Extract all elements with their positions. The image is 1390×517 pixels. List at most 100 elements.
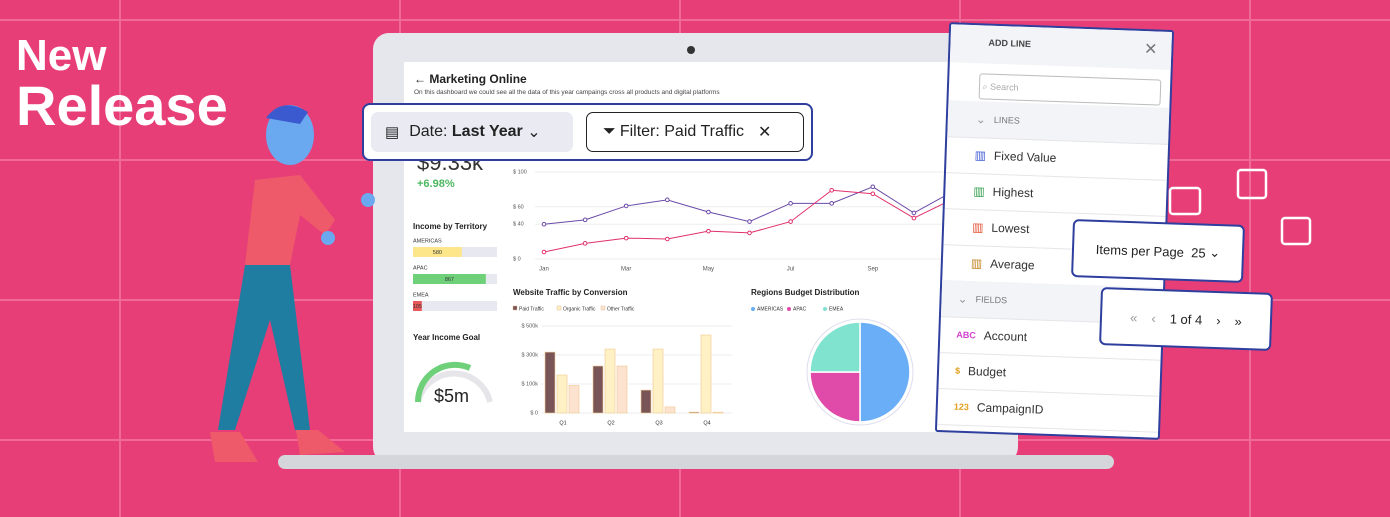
territory-name: APAC [413,265,428,271]
bar [640,389,652,414]
header-text: LINES [993,114,1021,126]
x-tick-label: Q4 [703,420,710,426]
pager-text: 1 of 4 [1169,310,1203,328]
y-tick-label: $ 100 [513,169,527,175]
territory-bar [413,274,486,284]
line-point [541,221,547,227]
bar [700,334,712,414]
territory-bar [413,301,422,311]
header-text: FIELDS [975,294,1008,306]
field-name: Budget [967,364,1007,380]
line-point [665,236,670,242]
line-name: Highest [992,184,1034,201]
bar [592,365,604,414]
section-title: Year Income Goal [413,333,481,342]
legend-swatch [751,307,755,311]
line-point [788,201,793,206]
bar [616,365,628,414]
x-tick-label: Q1 [559,420,566,426]
toolbar: ▤ Date: Last Year ⌄ ⏷ Filter: Paid Traffic… [362,103,813,161]
bar [688,411,700,414]
y-tick-label: $ 0 [530,410,538,416]
field-name: CampaignID [976,400,1044,417]
y-tick-label: $ 100k [521,381,538,387]
field-icon: $ [954,365,961,376]
line-point [870,184,876,190]
legend-label: Paid Traffic [519,306,544,312]
territory-name: EMEA [413,292,429,298]
section-title: Website Traffic by Conversion [513,288,628,297]
y-tick-label: $ 300k [521,352,538,358]
y-tick-label: $ 40 [513,222,524,228]
pie-slice [809,371,861,423]
line-point [582,217,588,223]
y-tick-label: $ 500k [521,323,538,329]
bar [568,385,580,414]
traffic-filter[interactable]: ⏷ Filter: Paid Traffic ✕ [586,112,804,152]
legend-label: APAC [793,306,807,312]
title-text: Marketing Online [429,72,527,86]
bar [652,348,664,414]
line-name: Fixed Value [993,148,1057,166]
x-tick-label: May [703,267,714,273]
field-icon: ABC [956,329,976,341]
headline-line: New [16,31,107,80]
line-point [911,215,917,221]
close-button[interactable]: ✕ [1143,41,1158,59]
date-value: Last Year [451,123,523,140]
line-point [747,219,752,224]
legend-label: AMERICAS [757,306,784,312]
gauge-fill [414,361,472,403]
x-tick-label: Jul [787,267,795,273]
bar [664,406,676,414]
field-item[interactable]: 123 CampaignID [937,388,1160,433]
x-tick-label: Sep [867,267,878,273]
line-point [747,230,752,236]
items-per-page[interactable]: Items per Page 25 ⌄ [1071,219,1245,283]
line-point [582,241,588,246]
legend-label: Other Traffic [607,306,635,312]
pie-slice [809,321,861,373]
legend-label: EMEA [829,306,844,312]
territory-bar [413,247,462,257]
y-tick-label: $ 0 [513,256,521,262]
bar [544,351,556,414]
field-icon: 123 [953,401,970,413]
search-placeholder: Search [989,81,1019,93]
section-title: Regions Budget Distribution [751,288,860,297]
section-title: Income by Territory [413,222,488,231]
line-point [706,228,711,234]
line-point [911,210,917,216]
date-filter[interactable]: ▤ Date: Last Year ⌄ [371,112,573,152]
field-name: Account [983,328,1028,345]
goal-value: $5m [434,386,470,406]
items-value: 25 [1190,244,1206,261]
territory-name: AMERICAS [413,238,442,244]
filter-text: Filter: Paid Traffic [619,123,744,140]
panel-header [949,24,1173,70]
search-box[interactable]: ⌕ Search [978,73,1162,106]
line-point [870,191,876,197]
pager[interactable]: «‹ 1 of 4 ›» [1099,287,1273,351]
dashboard-title: ← Marketing Online [414,72,527,86]
headline: New Release [16,34,228,134]
line-point [829,187,835,193]
legend-swatch [823,307,827,311]
bar-track [413,301,497,311]
headline-line: Release [16,74,228,137]
legend-swatch [600,305,606,311]
territory-value: 105 [413,304,422,310]
line-name: Average [989,256,1035,273]
dashboard-subtitle: On this dashboard we could see all the d… [414,89,720,96]
gauge-track [415,370,493,403]
panel-title: ADD LINE [988,37,1032,50]
legend-swatch [556,305,562,311]
pie-slice [859,321,911,423]
x-tick-label: Jan [539,267,549,273]
kpi-change: +6.98% [417,178,455,190]
line-point [788,219,793,224]
line-name: Lowest [991,220,1030,237]
line-point [623,235,629,241]
pie-ring [806,318,914,426]
